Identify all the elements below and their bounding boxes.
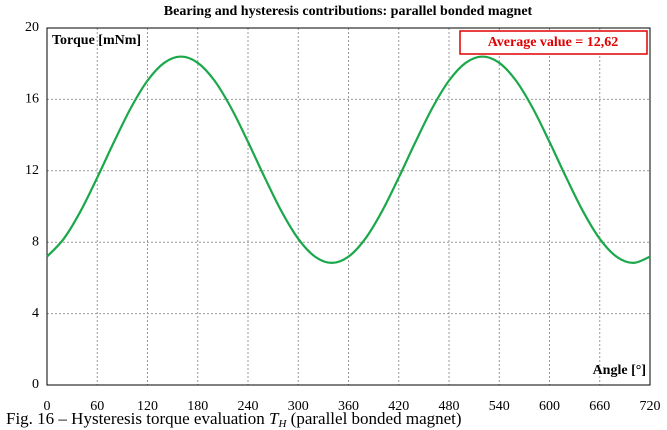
y-tick-label: 8 <box>32 234 39 249</box>
x-tick-label: 240 <box>238 399 259 414</box>
caption: Fig. 16 – Hysteresis torque evaluation T… <box>6 409 462 430</box>
y-axis-label: Torque [mNm] <box>52 33 141 48</box>
x-tick-label: 0 <box>44 399 51 414</box>
x-tick-label: 120 <box>137 399 158 414</box>
y-tick-label: 12 <box>25 163 39 178</box>
annotation-box <box>459 30 648 55</box>
line-series <box>46 55 651 265</box>
y-tick-label: 0 <box>32 377 39 392</box>
y-tick-label: 4 <box>32 306 39 321</box>
x-tick-label: 480 <box>439 399 460 414</box>
x-tick-label: 180 <box>187 399 208 414</box>
x-tick-label: 660 <box>589 399 610 414</box>
annotation: Average value = 12,62 <box>488 35 619 50</box>
x-tick-label: 300 <box>288 399 309 414</box>
x-tick-label: 360 <box>338 399 359 414</box>
x-tick-label: 420 <box>388 399 409 414</box>
caption-text: Fig. 16 – Hysteresis torque evaluation <box>6 409 269 428</box>
y-tick-label: 16 <box>25 92 39 107</box>
chart-title: Bearing and hysteresis contributions: pa… <box>164 4 533 19</box>
x-axis-label: Angle [°] <box>593 363 646 378</box>
caption-text: (parallel bonded magnet) <box>286 409 461 428</box>
y-tick-label: 20 <box>25 20 39 35</box>
plot-frame <box>46 27 651 386</box>
x-tick-label: 60 <box>90 399 104 414</box>
caption-subscript: H <box>277 418 287 430</box>
x-tick-label: 600 <box>539 399 560 414</box>
caption-symbol: T <box>269 409 280 428</box>
x-tick-label: 540 <box>489 399 510 414</box>
x-tick-label: 720 <box>640 399 661 414</box>
